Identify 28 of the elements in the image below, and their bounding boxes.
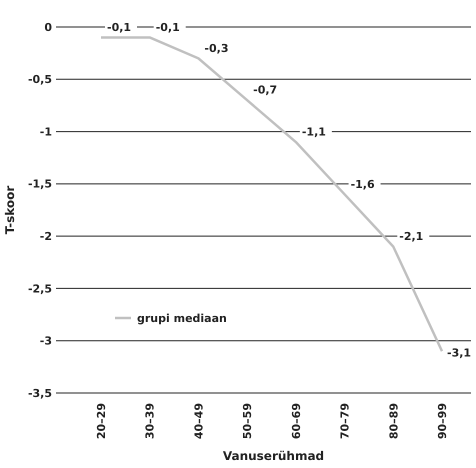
y-tick-label: 0 (44, 20, 52, 34)
y-tick-label: -1,5 (28, 178, 52, 191)
data-label: -0,7 (253, 84, 278, 97)
x-tick-label: 90–99 (436, 403, 449, 440)
y-tick-label: -3,5 (28, 386, 52, 400)
y-tick-label: -1 (40, 125, 52, 138)
data-label: -3,1 (447, 346, 472, 360)
y-tick-label: -2,5 (28, 282, 52, 296)
x-tick-label: 60–69 (290, 403, 303, 440)
y-tick-label: -0,5 (28, 73, 52, 86)
x-tick-label: 50–59 (241, 403, 254, 440)
data-label: -0,1 (107, 20, 132, 34)
x-axis-title: Vanuserühmad (222, 449, 324, 463)
data-label: -0,3 (204, 42, 228, 55)
x-tick-label: 70–79 (338, 403, 352, 440)
y-tick-label: -3 (40, 334, 52, 348)
data-label: -0,1 (156, 20, 180, 34)
line-series (100, 36, 444, 352)
data-label: -1,6 (350, 178, 375, 191)
x-tick-label: 40–49 (192, 403, 206, 440)
legend-label: grupi mediaan (137, 312, 227, 325)
x-tick-label: 30–39 (144, 403, 157, 440)
x-tick-label: 20–29 (95, 403, 108, 440)
y-tick-label: -2 (40, 230, 52, 243)
x-tick-label: 80–89 (387, 403, 400, 440)
y-axis-title: T-skoor (3, 186, 17, 234)
data-label: -1,1 (302, 126, 326, 139)
data-label: -2,1 (399, 230, 424, 244)
